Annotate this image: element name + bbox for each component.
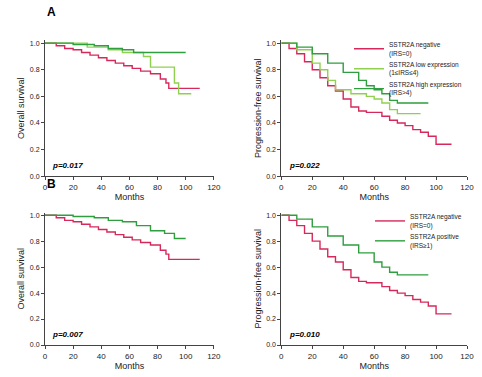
svg-text:100: 100 xyxy=(179,183,193,192)
svg-text:80: 80 xyxy=(401,183,410,192)
svg-text:Overall survival: Overall survival xyxy=(16,248,26,310)
svg-text:0.4: 0.4 xyxy=(30,290,40,297)
svg-text:40: 40 xyxy=(339,183,348,192)
svg-text:20: 20 xyxy=(69,183,78,192)
svg-text:A: A xyxy=(47,5,56,19)
svg-text:120: 120 xyxy=(207,352,221,361)
svg-text:100: 100 xyxy=(429,352,443,361)
svg-text:SSTR2A positive(IRS≥1): SSTR2A positive(IRS≥1) xyxy=(410,233,459,249)
svg-text:0: 0 xyxy=(43,352,48,361)
svg-text:p=0.010: p=0.010 xyxy=(289,330,320,339)
svg-text:1.0: 1.0 xyxy=(30,40,40,47)
svg-text:0.8: 0.8 xyxy=(30,238,40,245)
svg-text:0.6: 0.6 xyxy=(266,93,276,100)
svg-text:120: 120 xyxy=(207,183,221,192)
svg-text:Months: Months xyxy=(115,192,145,202)
svg-text:40: 40 xyxy=(339,352,348,361)
svg-text:0.8: 0.8 xyxy=(266,66,276,73)
svg-text:0: 0 xyxy=(279,352,284,361)
svg-text:80: 80 xyxy=(401,352,410,361)
svg-text:SSTR2A negative(IRS=0): SSTR2A negative(IRS=0) xyxy=(389,41,441,57)
svg-text:0.2: 0.2 xyxy=(266,315,276,322)
svg-text:0.0: 0.0 xyxy=(30,341,40,348)
svg-text:Progression-free survival: Progression-free survival xyxy=(253,229,263,329)
svg-text:40: 40 xyxy=(97,352,106,361)
svg-text:0.8: 0.8 xyxy=(30,66,40,73)
svg-text:0.0: 0.0 xyxy=(266,341,276,348)
svg-text:Overall survival: Overall survival xyxy=(16,78,26,140)
svg-text:Months: Months xyxy=(115,361,145,371)
svg-text:0.0: 0.0 xyxy=(266,173,276,180)
svg-text:0.6: 0.6 xyxy=(30,93,40,100)
svg-text:1.0: 1.0 xyxy=(266,212,276,219)
svg-text:B: B xyxy=(47,177,56,191)
svg-text:120: 120 xyxy=(460,352,474,361)
svg-text:60: 60 xyxy=(125,352,134,361)
svg-text:0.2: 0.2 xyxy=(30,315,40,322)
svg-text:80: 80 xyxy=(153,352,162,361)
svg-text:Progression-free survival: Progression-free survival xyxy=(253,59,263,159)
svg-text:60: 60 xyxy=(370,352,379,361)
svg-text:p=0.007: p=0.007 xyxy=(52,330,83,339)
svg-text:1.0: 1.0 xyxy=(266,40,276,47)
svg-text:20: 20 xyxy=(308,183,317,192)
svg-text:100: 100 xyxy=(179,352,193,361)
svg-text:20: 20 xyxy=(69,352,78,361)
svg-text:0.4: 0.4 xyxy=(266,119,276,126)
svg-text:60: 60 xyxy=(370,183,379,192)
svg-text:80: 80 xyxy=(153,183,162,192)
svg-text:120: 120 xyxy=(460,183,474,192)
svg-text:0.4: 0.4 xyxy=(266,290,276,297)
svg-text:Months: Months xyxy=(359,192,389,202)
svg-text:0.0: 0.0 xyxy=(30,173,40,180)
svg-text:40: 40 xyxy=(97,183,106,192)
svg-text:SSTR2A negative(IRS=0): SSTR2A negative(IRS=0) xyxy=(410,213,462,229)
svg-text:0.8: 0.8 xyxy=(266,238,276,245)
svg-text:SSTR2A high expression(IRS>4): SSTR2A high expression(IRS>4) xyxy=(389,81,462,97)
svg-text:0: 0 xyxy=(43,183,48,192)
svg-text:p=0.022: p=0.022 xyxy=(289,161,320,170)
svg-text:0.6: 0.6 xyxy=(266,264,276,271)
svg-text:0.6: 0.6 xyxy=(30,264,40,271)
svg-text:p=0.017: p=0.017 xyxy=(52,161,83,170)
svg-text:60: 60 xyxy=(125,183,134,192)
svg-text:0.2: 0.2 xyxy=(266,146,276,153)
svg-text:20: 20 xyxy=(308,352,317,361)
svg-text:Months: Months xyxy=(359,361,389,371)
svg-text:0.4: 0.4 xyxy=(30,119,40,126)
svg-text:100: 100 xyxy=(429,183,443,192)
svg-text:0: 0 xyxy=(279,183,284,192)
svg-text:0.2: 0.2 xyxy=(30,146,40,153)
svg-text:1.0: 1.0 xyxy=(30,212,40,219)
svg-text:SSTR2A low expression(1≤IRS≤4): SSTR2A low expression(1≤IRS≤4) xyxy=(389,61,459,77)
